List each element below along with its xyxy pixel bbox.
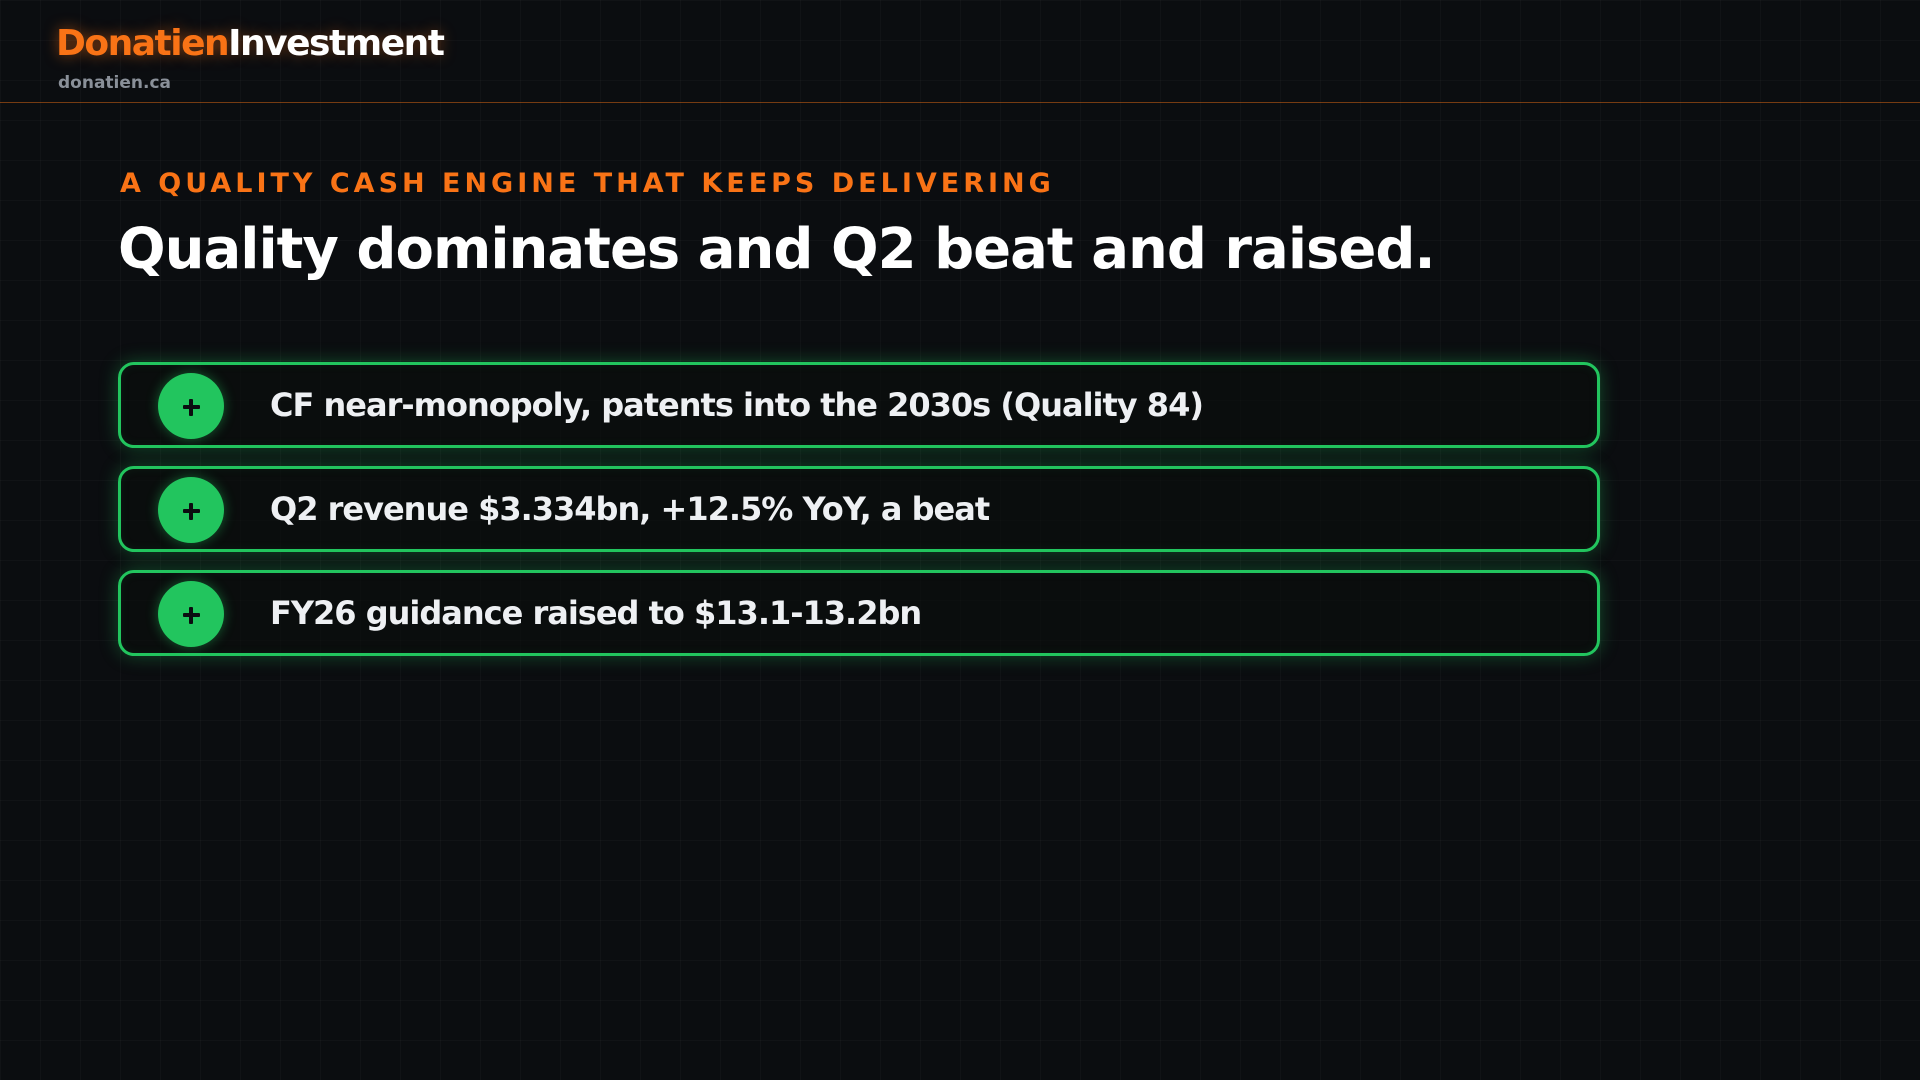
brand-domain: donatien.ca: [58, 73, 172, 93]
brand-name-secondary: Investment: [228, 23, 445, 64]
key-point-text: Q2 revenue $3.334bn, +12.5% YoY, a beat: [270, 490, 990, 528]
slide-headline: Quality dominates and Q2 beat and raised…: [118, 217, 1436, 282]
key-point-text: FY26 guidance raised to $13.1-13.2bn: [270, 594, 922, 632]
key-point-text: CF near-monopoly, patents into the 2030s…: [270, 386, 1204, 424]
plus-icon: [158, 581, 224, 647]
header: DonatienInvestment donatien.ca: [0, 0, 1920, 103]
brand-name-primary: Donatien: [56, 23, 230, 64]
slide-eyebrow: A QUALITY CASH ENGINE THAT KEEPS DELIVER…: [120, 168, 1055, 199]
key-points-list: CF near-monopoly, patents into the 2030s…: [118, 362, 1600, 674]
key-point-card: FY26 guidance raised to $13.1-13.2bn: [118, 570, 1600, 656]
key-point-card: CF near-monopoly, patents into the 2030s…: [118, 362, 1600, 448]
plus-icon: [158, 477, 224, 543]
brand-logo[interactable]: DonatienInvestment: [56, 22, 445, 66]
plus-icon: [158, 373, 224, 439]
key-point-card: Q2 revenue $3.334bn, +12.5% YoY, a beat: [118, 466, 1600, 552]
